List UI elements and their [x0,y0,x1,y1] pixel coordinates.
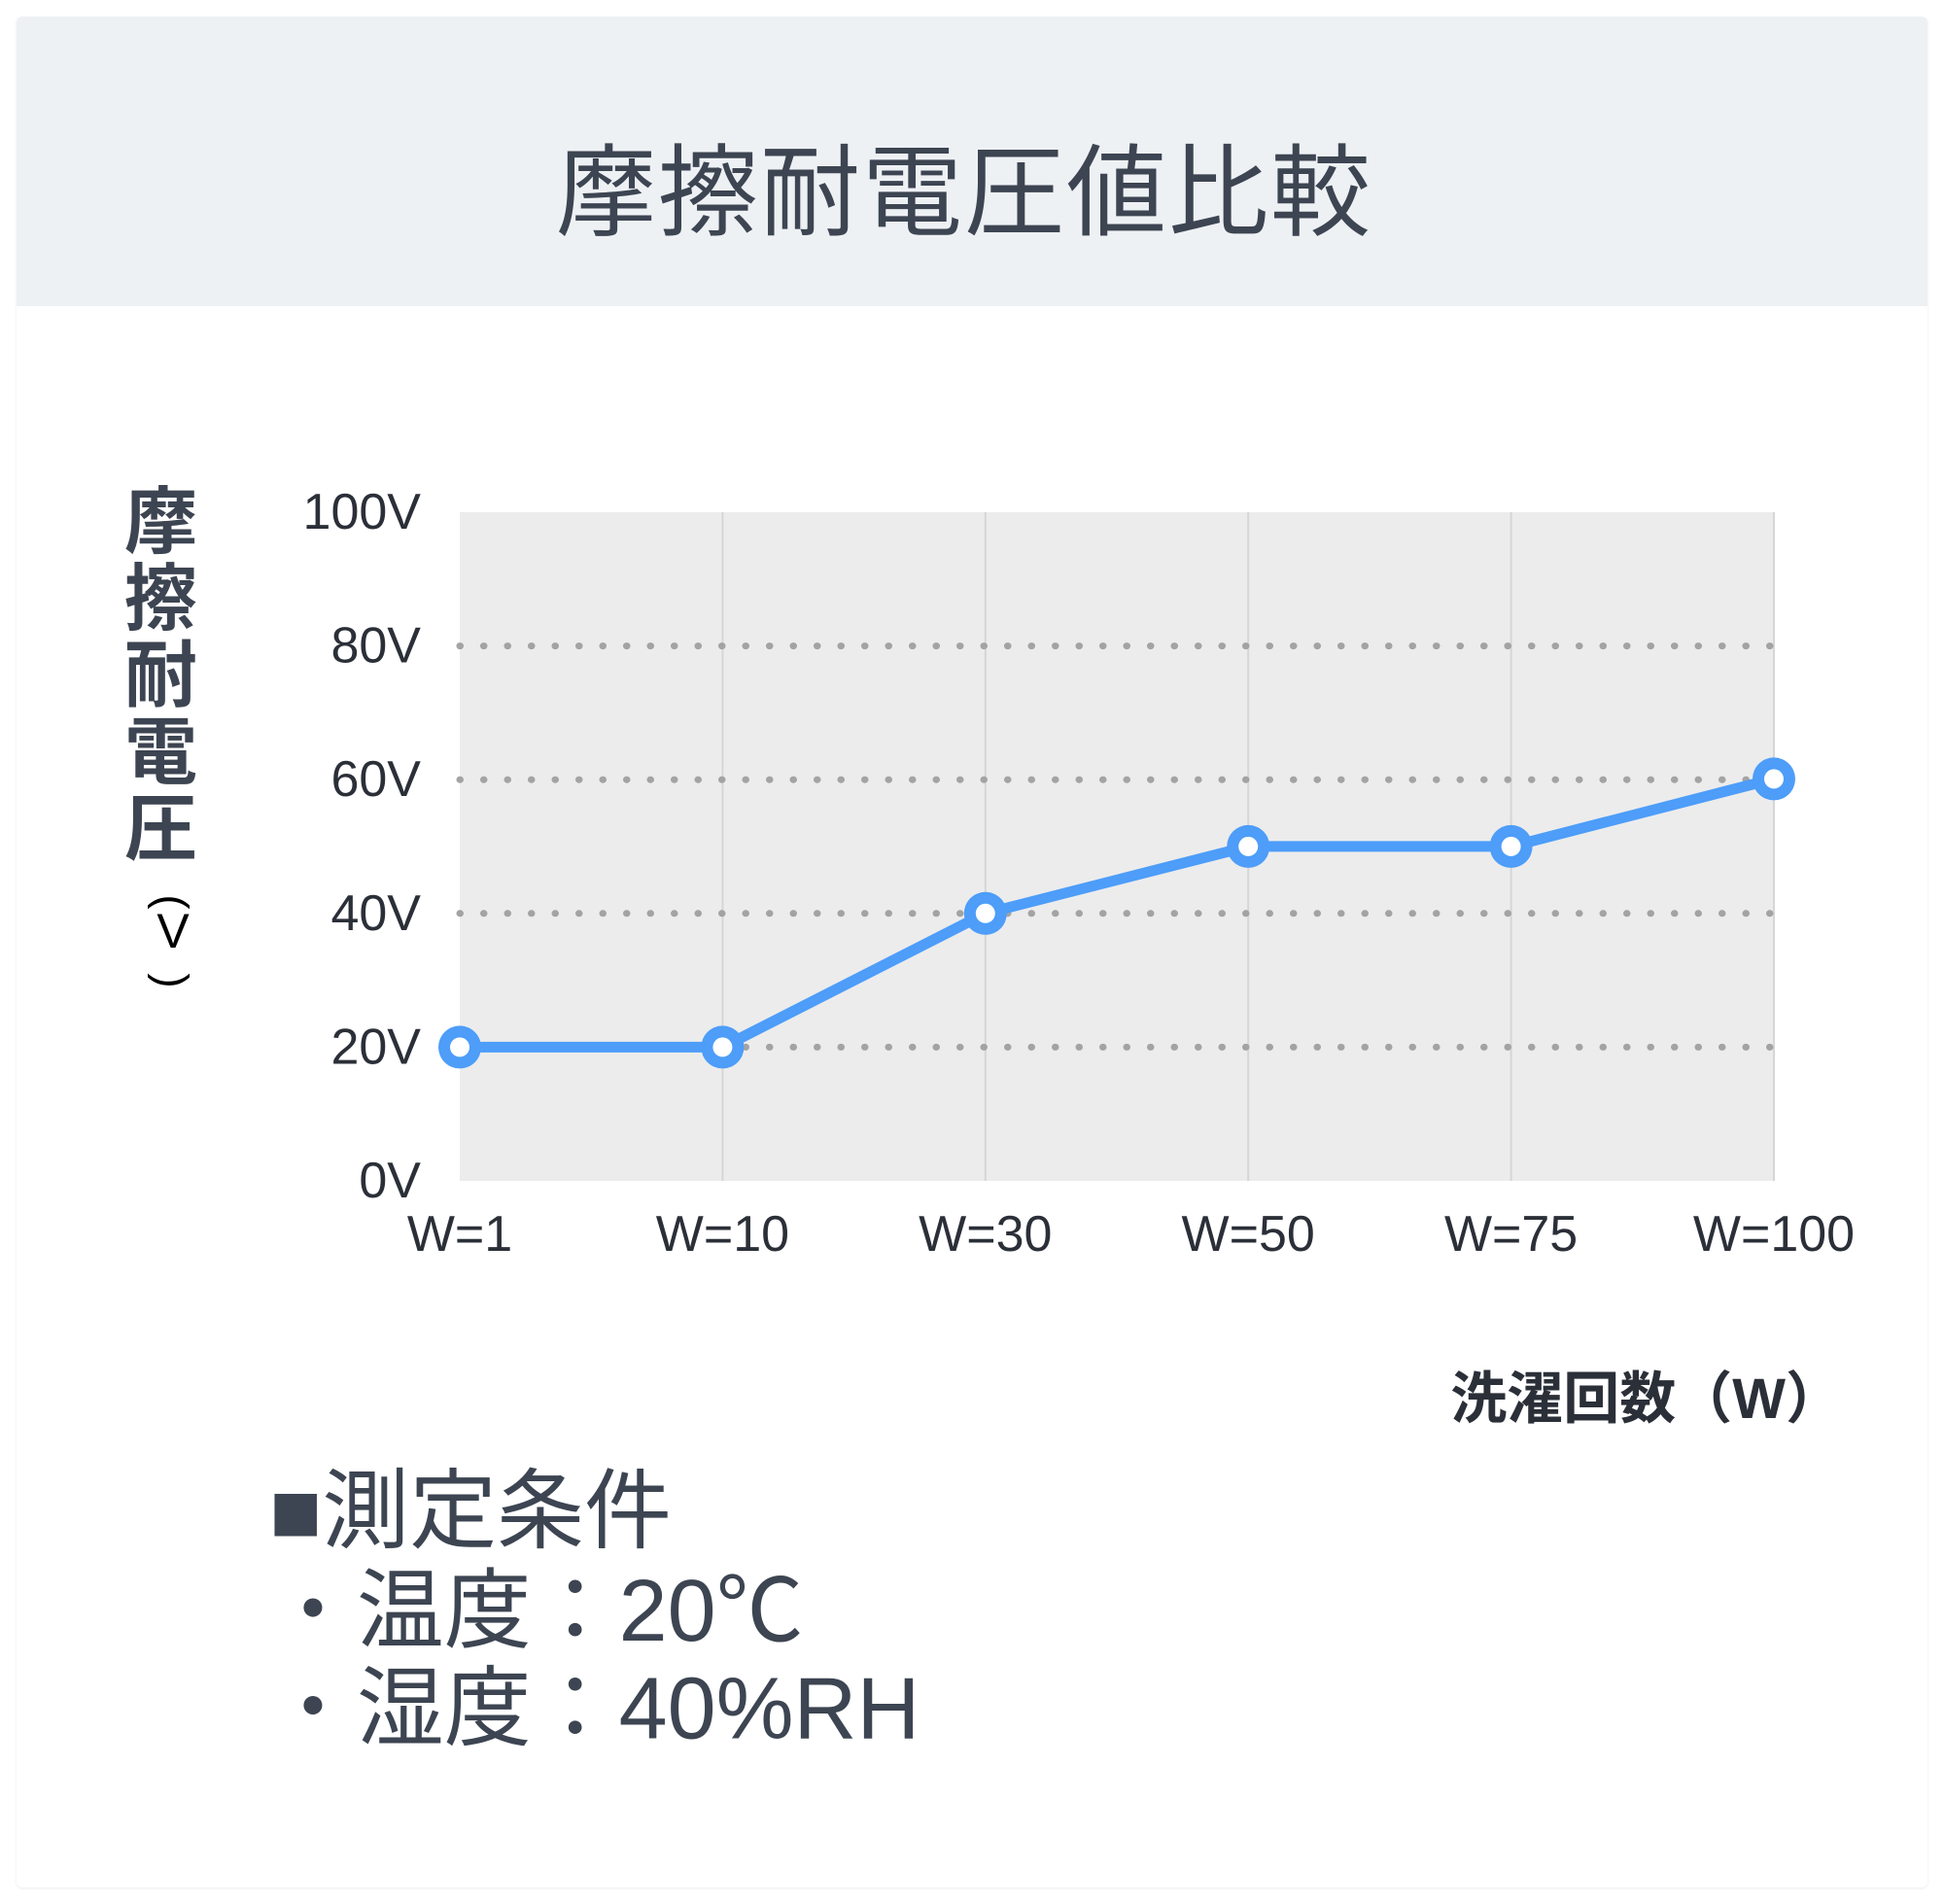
svg-text:W=1: W=1 [407,1206,512,1263]
svg-text:W=100: W=100 [1693,1206,1855,1263]
svg-text:60V: 60V [330,751,421,808]
svg-text:W=75: W=75 [1444,1206,1578,1263]
svg-text:0V: 0V [359,1153,421,1209]
svg-text:20V: 20V [330,1019,421,1075]
svg-text:W=50: W=50 [1182,1206,1315,1263]
svg-text:100V: 100V [303,484,422,540]
svg-text:80V: 80V [330,618,421,675]
svg-text:W=30: W=30 [919,1206,1052,1263]
svg-text:W=10: W=10 [656,1206,789,1263]
svg-text:40V: 40V [330,885,421,942]
